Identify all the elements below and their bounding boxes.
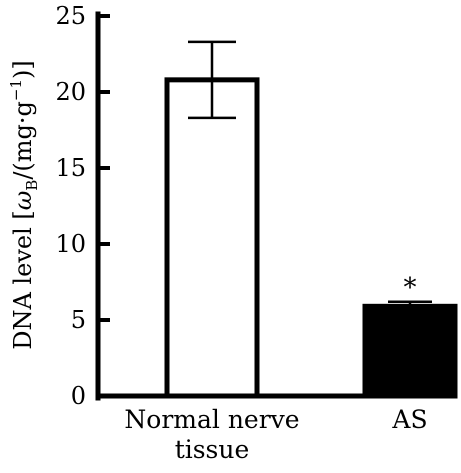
y-axis-ticks: 0 5 10 15 20 25 xyxy=(55,2,110,410)
annotations: * xyxy=(404,273,417,303)
bar xyxy=(362,303,458,399)
x-category-label: AS xyxy=(391,405,427,434)
y-tick-label: 10 xyxy=(55,230,86,258)
y-tick-label: 20 xyxy=(55,78,86,106)
y-tick-label: 15 xyxy=(55,154,86,182)
significance-marker: * xyxy=(404,273,417,303)
x-axis-labels: Normal nerve tissue AS xyxy=(124,405,427,464)
y-tick-label: 0 xyxy=(71,382,86,410)
y-tick-label: 25 xyxy=(55,2,86,30)
bars xyxy=(164,77,458,399)
y-tick-label: 5 xyxy=(71,306,86,334)
bar xyxy=(164,77,260,399)
x-category-label: Normal nerve tissue xyxy=(124,405,299,464)
error-bars xyxy=(188,40,432,313)
y-axis-label: DNA level [ωB/(mg·g−1)] xyxy=(7,60,41,350)
